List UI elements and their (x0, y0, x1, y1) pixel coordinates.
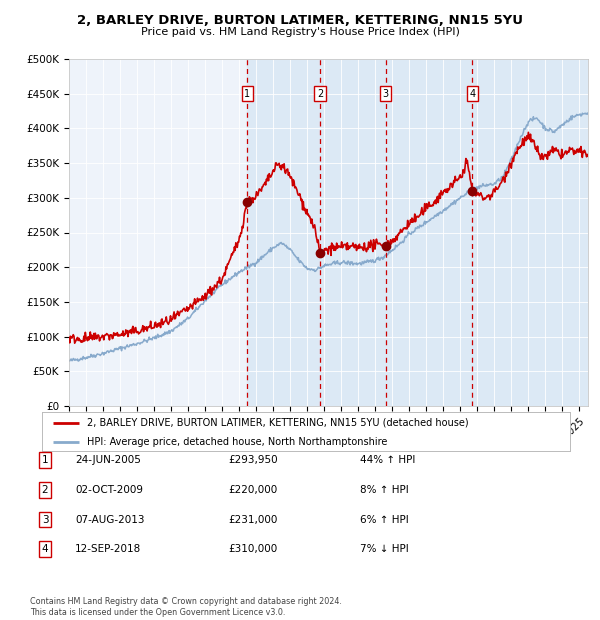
Text: 6% ↑ HPI: 6% ↑ HPI (360, 515, 409, 525)
Text: 1: 1 (244, 89, 250, 99)
Text: £231,000: £231,000 (228, 515, 277, 525)
Text: 02-OCT-2009: 02-OCT-2009 (75, 485, 143, 495)
Text: 2: 2 (41, 485, 49, 495)
Text: Contains HM Land Registry data © Crown copyright and database right 2024.
This d: Contains HM Land Registry data © Crown c… (30, 598, 342, 617)
Text: 12-SEP-2018: 12-SEP-2018 (75, 544, 141, 554)
Text: 44% ↑ HPI: 44% ↑ HPI (360, 455, 415, 465)
Bar (247, 59, 320, 406)
Text: Price paid vs. HM Land Registry's House Price Index (HPI): Price paid vs. HM Land Registry's House … (140, 27, 460, 37)
Text: 1: 1 (41, 455, 49, 465)
Text: 2, BARLEY DRIVE, BURTON LATIMER, KETTERING, NN15 5YU (detached house): 2, BARLEY DRIVE, BURTON LATIMER, KETTERI… (87, 418, 469, 428)
Text: 3: 3 (41, 515, 49, 525)
Text: £293,950: £293,950 (228, 455, 278, 465)
Text: 2, BARLEY DRIVE, BURTON LATIMER, KETTERING, NN15 5YU: 2, BARLEY DRIVE, BURTON LATIMER, KETTERI… (77, 14, 523, 27)
Text: 4: 4 (41, 544, 49, 554)
Text: HPI: Average price, detached house, North Northamptonshire: HPI: Average price, detached house, Nort… (87, 436, 387, 446)
Text: 8% ↑ HPI: 8% ↑ HPI (360, 485, 409, 495)
Bar (472, 59, 588, 406)
Text: 3: 3 (382, 89, 389, 99)
Bar (320, 59, 386, 406)
Text: 07-AUG-2013: 07-AUG-2013 (75, 515, 145, 525)
Text: 2: 2 (317, 89, 323, 99)
Text: 24-JUN-2005: 24-JUN-2005 (75, 455, 141, 465)
Text: £220,000: £220,000 (228, 485, 277, 495)
Text: £310,000: £310,000 (228, 544, 277, 554)
Text: 4: 4 (469, 89, 475, 99)
Text: 7% ↓ HPI: 7% ↓ HPI (360, 544, 409, 554)
Bar (386, 59, 472, 406)
